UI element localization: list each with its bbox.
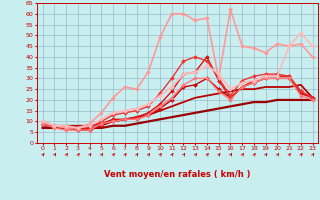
X-axis label: Vent moyen/en rafales ( km/h ): Vent moyen/en rafales ( km/h ): [104, 170, 251, 179]
